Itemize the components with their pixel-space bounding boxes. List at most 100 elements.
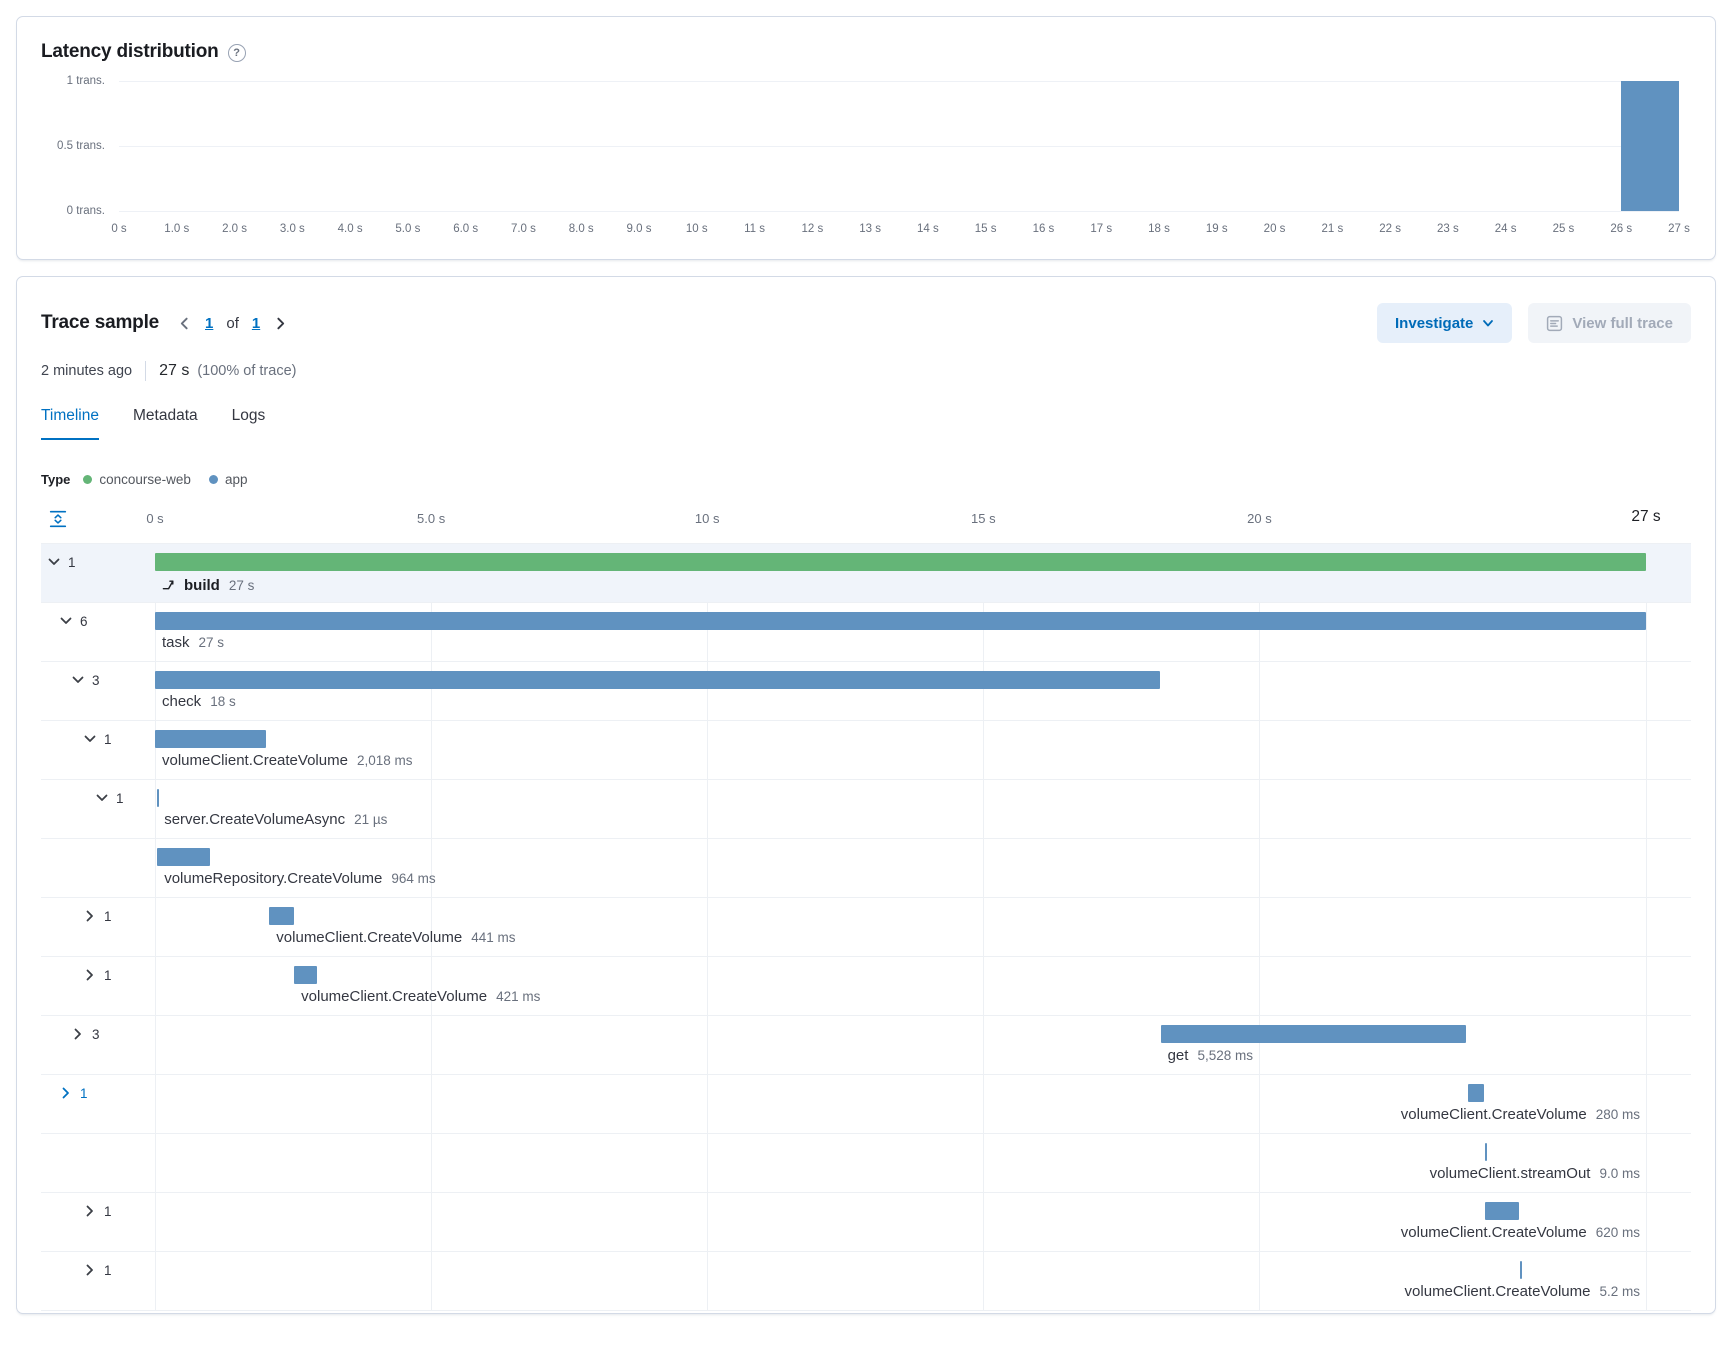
span-name: task	[162, 634, 190, 651]
latency-x-tick: 10 s	[685, 223, 708, 235]
span-bar[interactable]	[155, 671, 1161, 689]
tab-timeline[interactable]: Timeline	[41, 407, 99, 440]
span-name: volumeClient.CreateVolume	[1404, 1283, 1591, 1300]
expand-chevron-icon[interactable]	[83, 968, 97, 982]
child-count: 1	[104, 967, 112, 983]
latency-plot-area: 1 trans. 0.5 trans. 0 trans.	[57, 75, 1679, 217]
waterfall-row-timeline: task 27 s	[155, 603, 1646, 661]
span-bar[interactable]	[155, 612, 1646, 630]
span-duration: 5.2 ms	[1599, 1284, 1640, 1299]
waterfall-row[interactable]: 1 volumeClient.CreateVolume 620 ms	[41, 1193, 1691, 1252]
latency-histogram-bar[interactable]	[1621, 81, 1679, 211]
view-full-trace-button[interactable]: View full trace	[1528, 303, 1691, 343]
span-duration: 421 ms	[496, 989, 541, 1004]
view-full-trace-label: View full trace	[1572, 314, 1673, 332]
span-name: volumeClient.CreateVolume	[1400, 1224, 1587, 1241]
timeline-axis-area: 0 s 5.0 s 10 s 15 s 20 s 27 s	[146, 505, 1660, 537]
expand-chevron-icon[interactable]	[83, 1204, 97, 1218]
waterfall-row[interactable]: 1 volumeClient.CreateVolume 280 ms	[41, 1075, 1691, 1134]
latency-gridline	[119, 81, 1679, 82]
waterfall-row-gutter: 1	[83, 957, 112, 993]
span-duration: 21 µs	[354, 812, 388, 827]
expand-chevron-icon[interactable]	[59, 1086, 73, 1100]
latency-gridline	[119, 211, 1679, 212]
timeline-axis-tick: 20 s	[1247, 511, 1272, 526]
waterfall-row-timeline: volumeClient.CreateVolume 620 ms	[155, 1193, 1646, 1251]
child-count: 6	[80, 613, 88, 629]
waterfall-row-timeline: volumeRepository.CreateVolume 964 ms	[155, 839, 1646, 897]
timeline-axis: 0 s 5.0 s 10 s 15 s 20 s 27 s	[41, 505, 1691, 537]
legend-item: app	[208, 472, 247, 487]
total-pages[interactable]: 1	[251, 314, 261, 332]
current-page[interactable]: 1	[205, 314, 214, 332]
collapse-chevron-icon[interactable]	[47, 555, 61, 569]
next-trace-button[interactable]	[273, 316, 288, 331]
previous-trace-button[interactable]	[177, 316, 192, 331]
tab-logs[interactable]: Logs	[231, 407, 266, 424]
waterfall-row[interactable]: volumeRepository.CreateVolume 964 ms	[41, 839, 1691, 898]
fold-timeline-icon[interactable]	[49, 510, 67, 533]
expand-chevron-icon[interactable]	[83, 909, 97, 923]
span-bar[interactable]	[157, 848, 211, 866]
waterfall-row[interactable]: 1 volumeClient.CreateVolume 421 ms	[41, 957, 1691, 1016]
span-name: volumeClient.CreateVolume	[276, 929, 463, 946]
span-duration: 964 ms	[391, 871, 436, 886]
trace-meta: 2 minutes ago 27 s (100% of trace)	[17, 361, 1715, 381]
type-legend: Type concourse-web app	[17, 472, 1715, 487]
waterfall-row[interactable]: 1 volumeClient.CreateVolume 2,018 ms	[41, 721, 1691, 780]
trace-tabs: Timeline Metadata Logs	[17, 407, 1715, 440]
collapse-chevron-icon[interactable]	[95, 791, 109, 805]
collapse-chevron-icon[interactable]	[59, 614, 73, 628]
span-name: volumeRepository.CreateVolume	[164, 870, 383, 887]
span-bar[interactable]	[1484, 1143, 1487, 1161]
span-label: volumeClient.CreateVolume 441 ms	[276, 929, 515, 946]
waterfall-row-timeline: volumeClient.streamOut 9.0 ms	[155, 1134, 1646, 1192]
waterfall-row[interactable]: 3 check 18 s	[41, 662, 1691, 721]
timeline-axis-tick: 15 s	[971, 511, 996, 526]
span-bar[interactable]	[155, 553, 1646, 571]
expand-chevron-icon[interactable]	[83, 1263, 97, 1277]
span-bar[interactable]	[1484, 1202, 1519, 1220]
timeline-gridline	[1646, 544, 1647, 1311]
waterfall-row-timeline: volumeClient.CreateVolume 280 ms	[155, 1075, 1646, 1133]
investigate-label: Investigate	[1395, 314, 1474, 332]
span-bar[interactable]	[1160, 1025, 1466, 1043]
span-bar[interactable]	[157, 789, 160, 807]
span-bar[interactable]	[294, 966, 318, 984]
span-bar[interactable]	[269, 907, 294, 925]
waterfall-row[interactable]: 1 volumeClient.CreateVolume 5.2 ms	[41, 1252, 1691, 1311]
span-name: volumeClient.CreateVolume	[162, 752, 348, 769]
span-bar[interactable]	[1468, 1084, 1484, 1102]
latency-x-tick: 9.0 s	[626, 223, 652, 235]
waterfall-row[interactable]: 1 build 27 s	[41, 544, 1691, 603]
span-duration: 620 ms	[1595, 1225, 1640, 1240]
latency-x-tick: 15 s	[974, 223, 997, 235]
latency-histogram: 1 trans. 0.5 trans. 0 trans. 0 s 1.0 s 2.0…	[41, 75, 1691, 249]
waterfall-row[interactable]: volumeClient.streamOut 9.0 ms	[41, 1134, 1691, 1193]
investigate-button[interactable]: Investigate	[1377, 303, 1513, 343]
help-icon[interactable]: ?	[227, 43, 246, 62]
waterfall-row[interactable]: 1 server.CreateVolumeAsync 21 µs	[41, 780, 1691, 839]
collapse-chevron-icon[interactable]	[83, 732, 97, 746]
span-label: volumeRepository.CreateVolume 964 ms	[164, 870, 435, 887]
span-name: server.CreateVolumeAsync	[164, 811, 346, 828]
latency-x-tick: 11 s	[744, 223, 765, 235]
latency-x-tick: 23 s	[1437, 223, 1459, 235]
latency-x-tick: 13 s	[859, 223, 881, 235]
expand-chevron-icon[interactable]	[71, 1027, 85, 1041]
latency-gridline	[119, 146, 1679, 147]
divider	[145, 361, 147, 381]
span-name: volumeClient.CreateVolume	[301, 988, 488, 1005]
chevron-down-icon	[1482, 317, 1494, 329]
span-duration: 280 ms	[1595, 1107, 1640, 1122]
span-bar[interactable]	[155, 730, 267, 748]
waterfall-row-gutter: 1	[83, 721, 112, 757]
collapse-chevron-icon[interactable]	[71, 673, 85, 687]
child-count: 1	[104, 1203, 112, 1219]
waterfall-row[interactable]: 6 task 27 s	[41, 603, 1691, 662]
latency-x-tick: 26 s	[1610, 223, 1633, 235]
waterfall-row[interactable]: 3 get 5,528 ms	[41, 1016, 1691, 1075]
span-bar[interactable]	[1520, 1261, 1523, 1279]
waterfall-row[interactable]: 1 volumeClient.CreateVolume 441 ms	[41, 898, 1691, 957]
tab-metadata[interactable]: Metadata	[133, 407, 198, 424]
